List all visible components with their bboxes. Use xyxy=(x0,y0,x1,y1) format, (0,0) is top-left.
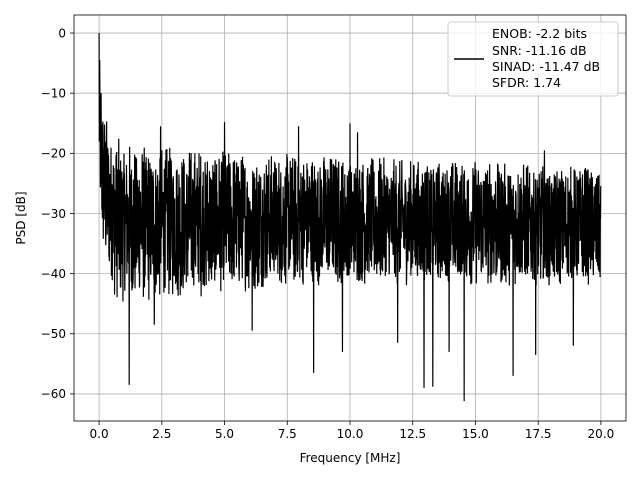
x-tick-label-7: 17.5 xyxy=(525,427,552,441)
y-axis: 0 −10 −20 −30 −40 −50 −60 xyxy=(41,26,74,401)
y-tick-label-1: −10 xyxy=(41,86,66,100)
y-tick-label-5: −50 xyxy=(41,327,66,341)
legend: ENOB: -2.2 bits SNR: -11.16 dB SINAD: -1… xyxy=(447,21,619,97)
x-tick-label-8: 20.0 xyxy=(588,427,615,441)
y-axis-label: PSD [dB] xyxy=(14,191,28,244)
legend-entry-sfdr: SFDR: 1.74 xyxy=(492,75,561,90)
x-axis: 0.0 2.5 5.0 7.5 10.0 12.5 15.0 17.5 20.0 xyxy=(90,421,615,441)
y-tick-label-3: −30 xyxy=(41,207,66,221)
x-tick-label-6: 15.0 xyxy=(462,427,489,441)
y-tick-label-2: −20 xyxy=(41,147,66,161)
x-tick-label-5: 12.5 xyxy=(399,427,426,441)
legend-box xyxy=(447,21,619,97)
x-tick-label-0: 0.0 xyxy=(90,427,109,441)
legend-entry-sinad: SINAD: -11.47 dB xyxy=(492,59,600,74)
y-tick-label-0: 0 xyxy=(58,26,66,40)
psd-series-line xyxy=(98,33,602,402)
x-tick-label-2: 5.0 xyxy=(215,427,234,441)
x-axis-label: Frequency [MHz] xyxy=(300,451,401,465)
y-tick-label-4: −40 xyxy=(41,267,66,281)
y-tick-label-6: −60 xyxy=(41,387,66,401)
x-tick-label-4: 10.0 xyxy=(337,427,364,441)
legend-entry-enob: ENOB: -2.2 bits xyxy=(492,26,587,41)
x-tick-label-1: 2.5 xyxy=(152,427,171,441)
x-tick-label-3: 7.5 xyxy=(278,427,297,441)
series-group xyxy=(98,33,602,402)
legend-entry-snr: SNR: -11.16 dB xyxy=(492,43,587,58)
